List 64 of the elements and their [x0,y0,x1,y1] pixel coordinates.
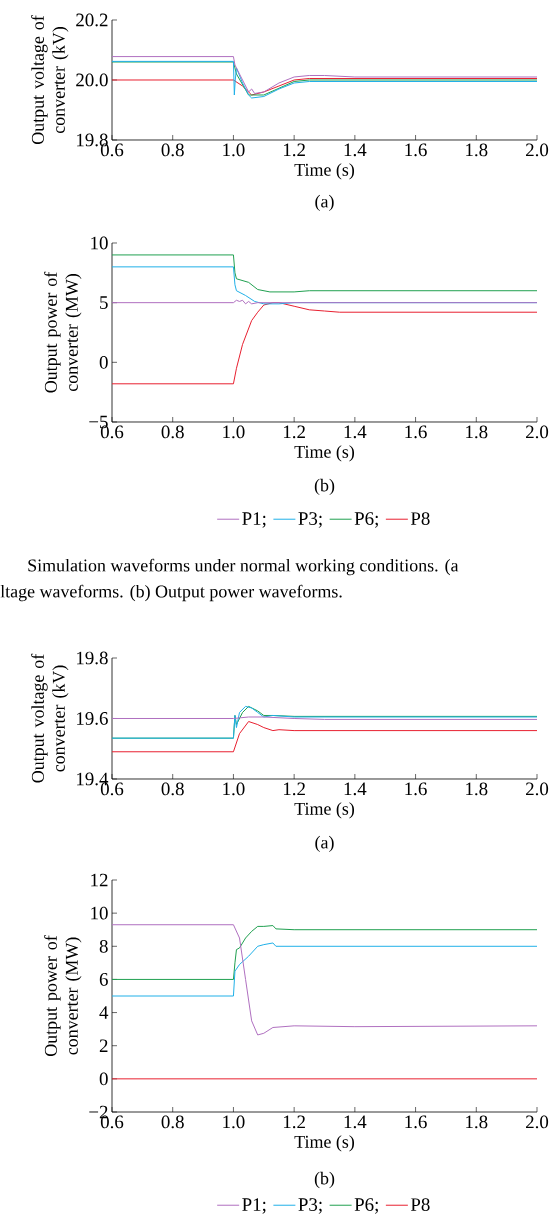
legend-label: P1; [242,512,266,528]
x-tick-label: 0.8 [161,1115,184,1129]
x-tick-label: 1.8 [466,425,488,439]
x-tick-label: 2.0 [526,1115,549,1129]
legend-label: P6; [354,1198,378,1214]
x-tick-label: 1.6 [405,425,427,439]
x-tick-label: 2.0 [526,782,549,796]
x-tick-label: 1.6 [405,782,427,796]
x-axis-title: Time (s) [294,445,355,462]
y-axis-title: Output voltage of converter (kV) [31,653,69,783]
legend-label: P3; [298,512,322,528]
text: (b) [314,478,335,496]
y-tick-label: 0 [99,355,108,369]
y-tick-label: 6 [99,973,108,986]
y-tick-label: 20.0 [76,73,108,87]
y-tick-label: 19.6 [77,712,108,725]
text: (a) [315,835,334,853]
x-tick-label: 1.0 [223,425,245,439]
x-tick-label: 2.0 [526,143,549,157]
y-tick-label: 12 [91,873,108,887]
text: Simulation waveforms under normal working conditions. (a [28,558,459,576]
x-tick-label: 1.4 [344,1115,367,1129]
legend-label: P8 [410,1198,430,1211]
x-tick-label: 1.0 [223,143,245,157]
x-tick-label: 0.8 [161,425,184,439]
y-axis-title: Output power of converter (MW) [44,935,82,1057]
x-tick-label: 2.0 [526,425,549,439]
x-tick-label: 1.4 [344,143,367,157]
legend-label: P3; [298,1198,322,1214]
y-tick-label: 20.2 [76,13,108,27]
y-tick-label: 10 [91,906,108,920]
x-axis-title: Time (s) [294,802,355,819]
x-tick-label: 1.8 [466,782,488,796]
text: (a) [315,194,334,212]
x-tick-label: 1.2 [283,782,305,796]
x-axis-title: Time (s) [294,1135,355,1152]
x-tick-label: 1.2 [283,425,305,439]
x-tick-label: 1.8 [466,143,488,157]
x-tick-label: 0.8 [161,143,184,157]
x-tick-label: 1.4 [344,425,367,439]
x-tick-label: 1.0 [223,782,245,796]
legend-label: P6; [354,512,378,528]
y-tick-label: 5 [100,296,108,309]
y-tick-label: 2 [99,1039,108,1052]
y-axis-title: Output power of converter (MW) [44,271,82,393]
x-tick-label: 1.2 [283,1115,305,1129]
y-tick-label: 0 [99,1072,108,1086]
x-axis-title: Time (s) [294,163,355,180]
y-axis-title: Output voltage of converter (kV) [31,15,69,144]
x-tick-label: 1.6 [405,143,427,157]
legend-label: P8 [410,512,430,525]
x-tick-label: 1.2 [283,143,305,157]
y-tick-label: 19.8 [77,651,108,665]
x-tick-label: 1.6 [405,1115,427,1129]
x-tick-label: 1.4 [344,782,367,796]
legend-label: P1; [242,1198,266,1214]
x-tick-label: 1.8 [466,1115,488,1129]
x-tick-label: 1.0 [223,1115,245,1129]
y-tick-label: 8 [99,939,108,953]
text: ltage waveforms. (b) Output power waveforms. [0,584,342,602]
y-tick-label: 10 [91,236,108,250]
x-tick-label: 0.8 [161,782,184,796]
text: (b) [314,1171,335,1189]
y-tick-label: 4 [99,1006,109,1019]
